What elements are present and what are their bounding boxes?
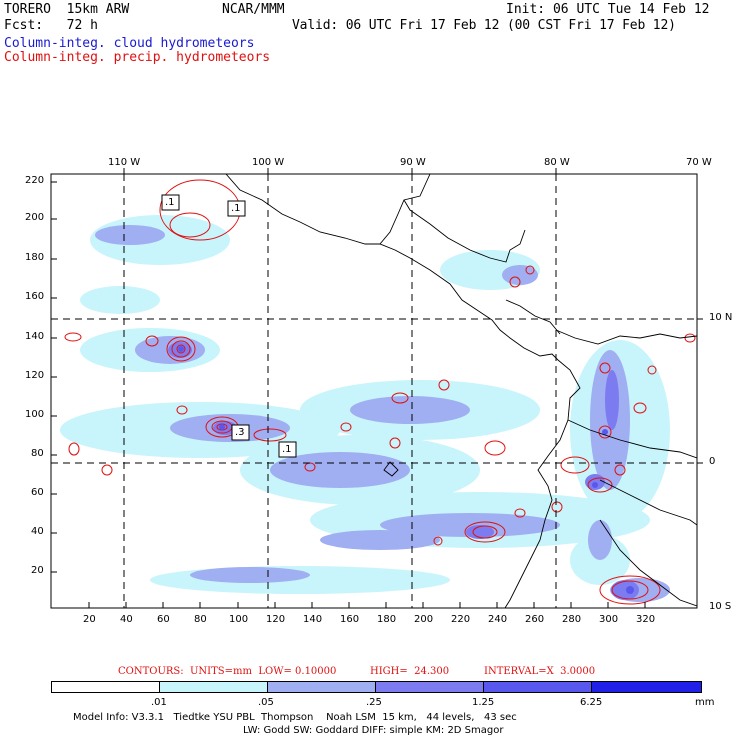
x-tick-label: 20 (83, 614, 96, 625)
x-tick-label: 180 (377, 614, 397, 625)
x-tick-label: 240 (488, 614, 508, 625)
y-tick-label: 180 (25, 252, 45, 263)
y-tick-label: 100 (25, 409, 45, 420)
x-tick-label: 260 (525, 614, 545, 625)
colorbar-label: .01 (151, 697, 167, 708)
center-name: NCAR/MMM (222, 2, 285, 17)
x-tick-label: 300 (599, 614, 619, 625)
contour-label-boxes (161, 194, 297, 458)
contours-high: HIGH= 24.300 (370, 666, 450, 677)
model-info: Model Info: V3.3.1 Tiedtke YSU PBL Thomp… (73, 712, 517, 723)
contour-label: .1 (231, 203, 241, 214)
precip-contours (64, 179, 696, 605)
lat-label-0: 0 (709, 456, 716, 467)
x-tick-label: 120 (266, 614, 286, 625)
contours-interval: INTERVAL=X 3.0000 (484, 666, 596, 677)
y-tick-label: 220 (25, 175, 45, 186)
colorbar-segment (591, 681, 702, 693)
model-name: TORERO 15km ARW (4, 2, 130, 17)
init-time: Init: 06 UTC Tue 14 Feb 12 (506, 2, 710, 17)
grid-lines (51, 174, 697, 608)
y-tick-label: 20 (31, 565, 44, 576)
x-tick-label: 160 (340, 614, 360, 625)
colorbar-label: .05 (258, 697, 274, 708)
x-tick-label: 60 (157, 614, 170, 625)
forecast-hour: Fcst: 72 h (4, 18, 98, 33)
y-tick-label: 80 (31, 448, 44, 459)
x-tick-label: 220 (451, 614, 471, 625)
colorbar-segment (483, 681, 592, 693)
field-precip-label: Column-integ. precip. hydrometeors (4, 50, 271, 65)
coastlines (225, 174, 697, 608)
lon-label-110w: 110 W (108, 157, 141, 168)
precip-cores (178, 346, 634, 594)
lon-label-80w: 80 W (544, 157, 570, 168)
colorbar-label: 1.25 (472, 697, 495, 708)
y-tick-label: 140 (25, 331, 45, 342)
x-tick-label: 280 (562, 614, 582, 625)
x-tick-label: 200 (414, 614, 434, 625)
lat-label-10s: 10 S (709, 601, 732, 612)
field-cloud-label: Column-integ. cloud hydrometeors (4, 36, 255, 51)
contour-label: .1 (165, 197, 175, 208)
colorbar-segment (267, 681, 376, 693)
physics-info: LW: Godd SW: Goddard DIFF: simple KM: 2D… (243, 725, 504, 736)
colorbar-segment (159, 681, 268, 693)
y-tick-label: 160 (25, 291, 45, 302)
colorbar-label: 6.25 (580, 697, 603, 708)
contours-units: CONTOURS: UNITS=mm LOW= 0.10000 (118, 666, 337, 677)
lon-label-100w: 100 W (252, 157, 285, 168)
colorbar-segment (51, 681, 160, 693)
x-tick-label: 40 (120, 614, 133, 625)
y-tick-label: 60 (31, 487, 44, 498)
contour-label: .1 (282, 444, 292, 455)
x-tick-label: 80 (194, 614, 207, 625)
colorbar-segment (375, 681, 484, 693)
y-tick-label: 200 (25, 212, 45, 223)
lon-label-90w: 90 W (400, 157, 426, 168)
y-tick-label: 40 (31, 526, 44, 537)
lon-label-70w: 70 W (686, 157, 712, 168)
x-tick-label: 320 (636, 614, 656, 625)
y-tick-label: 120 (25, 370, 45, 381)
lat-label-10n: 10 N (709, 312, 733, 323)
precip-field (60, 174, 697, 608)
valid-time: Valid: 06 UTC Fri 17 Feb 12 (00 CST Fri … (292, 18, 676, 33)
contour-label: .3 (235, 427, 245, 438)
colorbar-units: mm (695, 697, 715, 708)
plot-frame (50, 173, 698, 609)
x-tick-label: 100 (229, 614, 249, 625)
x-tick-label: 140 (303, 614, 323, 625)
axis-ticks (51, 168, 703, 608)
colorbar-label: .25 (366, 697, 382, 708)
